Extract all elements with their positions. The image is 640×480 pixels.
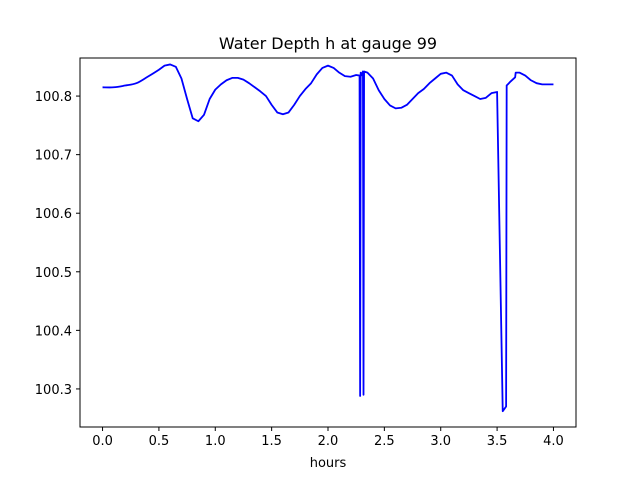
- x-tick-label: 2.5: [374, 434, 395, 449]
- plot-area: 0.0 0.5 1.0 1.5 2.0 2.5 3.0 3.5 4.0 100.3100.410…: [35, 57, 577, 449]
- axes-frame: [79, 57, 577, 428]
- y-tick-label: 100.4: [35, 324, 72, 339]
- x-tick-label: 3.5: [487, 434, 508, 449]
- x-tick-label: 1.5: [261, 434, 282, 449]
- x-tick-label: 1.0: [205, 434, 226, 449]
- series-layer: [102, 63, 554, 413]
- x-axis-label: hours: [310, 456, 347, 471]
- x-tick-label: 2.0: [318, 434, 339, 449]
- x-tick-label: 3.0: [430, 434, 451, 449]
- x-axis-ticks: 0.0 0.5 1.0 1.5 2.0 2.5 3.0 3.5 4.0: [92, 427, 564, 449]
- y-tick-label: 100.6: [35, 207, 72, 222]
- x-tick-label: 0.5: [149, 434, 170, 449]
- y-tick-label: 100.7: [35, 149, 72, 164]
- x-tick-label: 4.0: [543, 434, 564, 449]
- y-tick-label: 100.8: [35, 90, 72, 105]
- y-tick-label: 100.3: [35, 383, 72, 398]
- chart-title: Water Depth h at gauge 99: [219, 34, 437, 53]
- series-line-0: [102, 63, 554, 413]
- y-tick-label: 100.5: [35, 266, 72, 281]
- x-tick-label: 0.0: [92, 434, 113, 449]
- y-axis-ticks: 100.3 100.4 100.5 100.6 100.7 100.8: [35, 90, 80, 398]
